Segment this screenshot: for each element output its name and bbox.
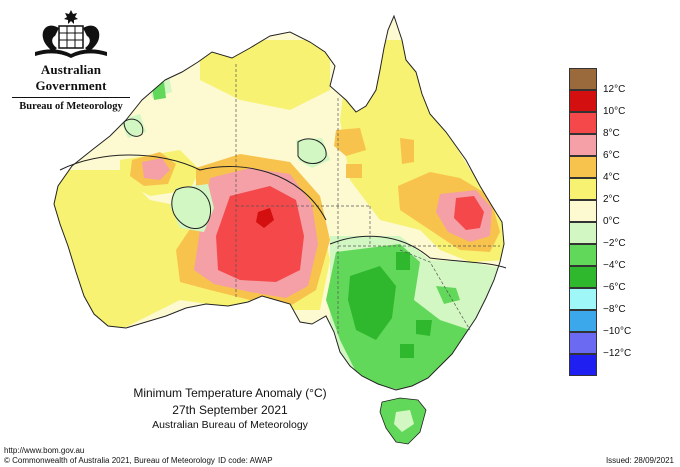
copyright-text: © Commonwealth of Australia 2021, Bureau… [4,456,215,465]
legend-swatch [569,90,597,112]
legend-swatch [569,178,597,200]
color-legend: 12°C 10°C 8°C 6°C 4°C 2°C 0°C −2°C −4°C −6°C −8°C −… [569,68,659,384]
legend-swatch [569,68,597,90]
map-date: 27th September 2021 [172,403,288,417]
bureau-name: Bureau of Meteorology [19,101,123,112]
legend-swatch [569,288,597,310]
legend-swatch [569,244,597,266]
legend-label: 8°C [603,128,620,139]
legend-swatch [569,134,597,156]
legend-label: −6°C [603,282,626,293]
legend-swatch [569,200,597,222]
legend-label: 12°C [603,84,626,95]
id-code: ID code: AWAP [218,456,273,465]
legend-swatch [569,354,597,376]
coat-of-arms-icon [35,10,107,58]
legend-label: 2°C [603,194,620,205]
legend-label: −2°C [603,238,626,249]
legend-swatch [569,222,597,244]
legend-swatch [569,112,597,134]
legend-swatch [569,310,597,332]
legend-label: −12°C [603,348,632,359]
issued-date: Issued: 28/09/2021 [605,456,674,465]
government-header: Australian Government Bureau of Meteorol… [6,8,136,112]
legend-label: 0°C [603,216,620,227]
map-source: Australian Bureau of Meteorology [152,419,308,431]
legend-label: −4°C [603,260,626,271]
map-title-block: Minimum Temperature Anomaly (°C) 27th Se… [80,386,380,431]
footer: © Commonwealth of Australia 2021, Bureau… [0,456,680,467]
legend-label: 4°C [603,172,620,183]
legend-label: −8°C [603,304,626,315]
legend-swatch [569,156,597,178]
legend-label: −10°C [603,326,632,337]
legend-swatch [569,266,597,288]
legend-swatch [569,332,597,354]
map-title: Minimum Temperature Anomaly (°C) [133,386,327,400]
legend-label: 10°C [603,106,626,117]
legend-label: 6°C [603,150,620,161]
header-divider [12,97,130,98]
website-url[interactable]: http://www.bom.gov.au [4,446,85,455]
government-name: Australian Government [35,62,107,93]
